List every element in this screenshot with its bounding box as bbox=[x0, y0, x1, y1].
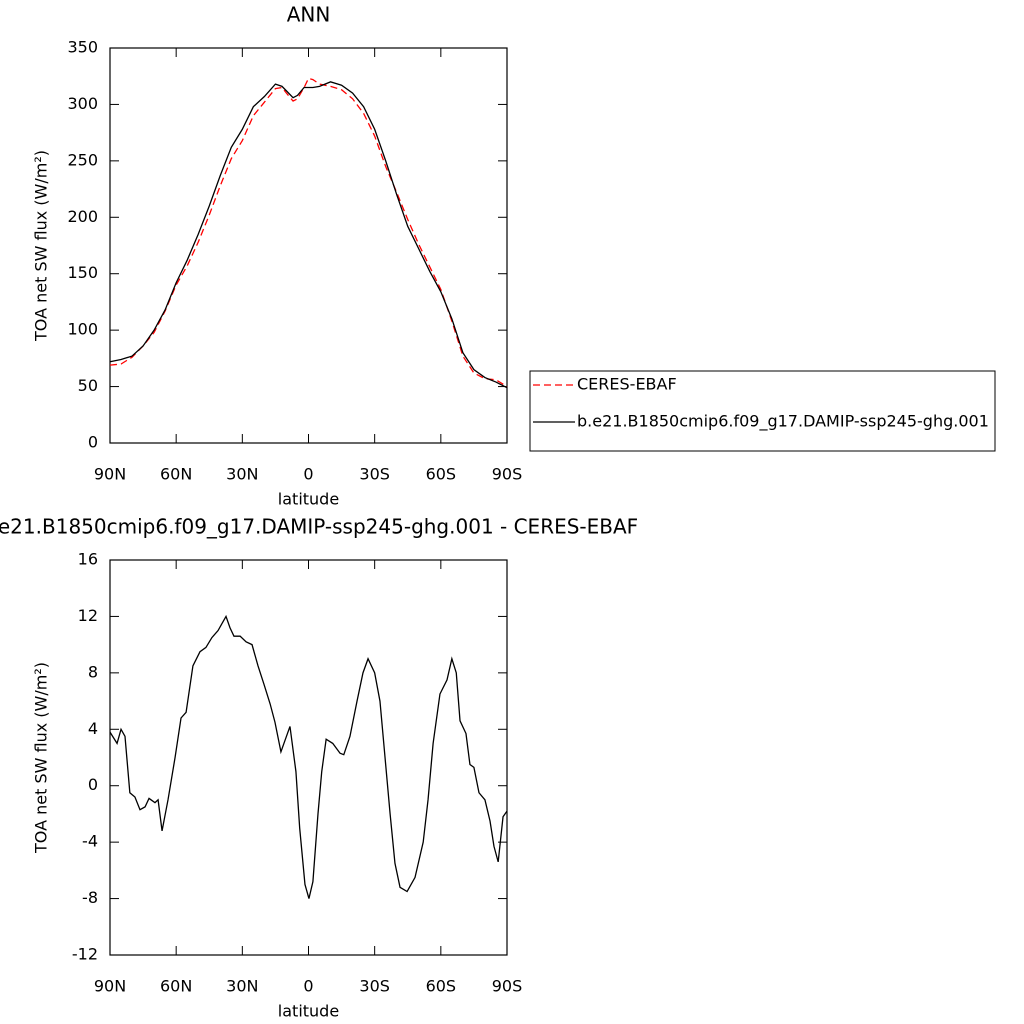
x-tick-label: 30N bbox=[226, 977, 258, 996]
x-tick-label: 90S bbox=[492, 465, 523, 484]
y-tick-label: 100 bbox=[67, 320, 98, 339]
x-tick-label: 90N bbox=[94, 465, 126, 484]
y-tick-label: 350 bbox=[67, 38, 98, 57]
x-tick-label: 0 bbox=[303, 977, 313, 996]
x-tick-label: 60N bbox=[160, 465, 192, 484]
y-tick-label: 150 bbox=[67, 263, 98, 282]
x-tick-label: 90N bbox=[94, 977, 126, 996]
y-tick-label: 0 bbox=[88, 433, 98, 452]
x-axis-label: latitude bbox=[278, 490, 339, 509]
y-tick-label: 16 bbox=[78, 550, 98, 569]
data-line bbox=[109, 81, 508, 389]
chart-title: ANN bbox=[287, 3, 331, 27]
y-tick-label: -8 bbox=[82, 888, 98, 907]
legend-box bbox=[529, 370, 996, 452]
y-tick-label: 12 bbox=[78, 606, 98, 625]
x-tick-label: 60S bbox=[426, 977, 457, 996]
x-tick-label: 30N bbox=[226, 465, 258, 484]
plot-frame bbox=[109, 47, 508, 444]
x-axis-label: latitude bbox=[278, 1002, 339, 1021]
y-tick-label: 4 bbox=[88, 719, 98, 738]
y-tick-label: -12 bbox=[72, 945, 98, 964]
y-tick-label: 50 bbox=[78, 376, 98, 395]
data-line bbox=[109, 614, 508, 899]
x-tick-label: 30S bbox=[359, 977, 390, 996]
y-tick-label: 0 bbox=[88, 775, 98, 794]
x-tick-label: 60S bbox=[426, 465, 457, 484]
x-tick-label: 90S bbox=[492, 977, 523, 996]
y-tick-label: 200 bbox=[67, 207, 98, 226]
chart-title: b.e21.B1850cmip6.f09_g17.DAMIP-ssp245-gh… bbox=[0, 515, 638, 539]
x-tick-label: 0 bbox=[303, 465, 313, 484]
y-tick-label: 250 bbox=[67, 150, 98, 169]
y-axis-label: TOA net SW flux (W/m²) bbox=[32, 662, 51, 854]
y-tick-label: 8 bbox=[88, 662, 98, 681]
y-axis-label: TOA net SW flux (W/m²) bbox=[32, 150, 51, 342]
x-tick-label: 30S bbox=[359, 465, 390, 484]
y-tick-label: 300 bbox=[67, 94, 98, 113]
legend-label: b.e21.B1850cmip6.f09_g17.DAMIP-ssp245-gh… bbox=[577, 412, 989, 432]
legend-label: CERES-EBAF bbox=[577, 375, 677, 394]
data-line bbox=[109, 77, 508, 388]
y-tick-label: -4 bbox=[82, 832, 98, 851]
plot-frame bbox=[109, 559, 508, 956]
x-tick-label: 60N bbox=[160, 977, 192, 996]
